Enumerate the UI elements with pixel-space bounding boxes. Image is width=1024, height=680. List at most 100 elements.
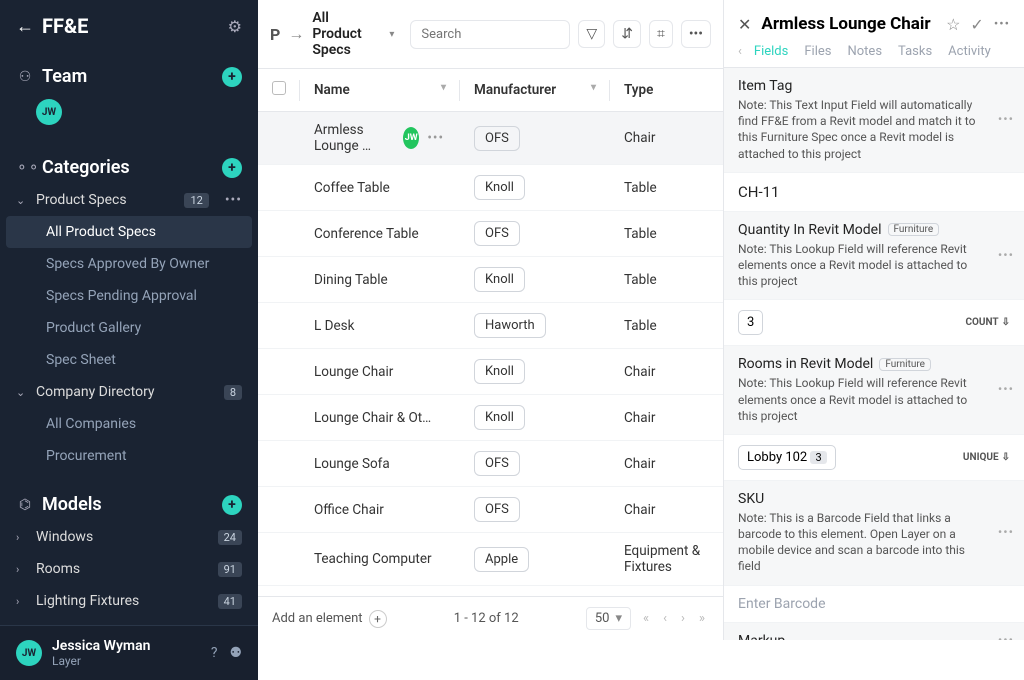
sidebar-item-label: Specs Pending Approval (46, 288, 242, 304)
field-more-button[interactable]: ••• (998, 383, 1014, 398)
manufacturer-pill[interactable]: Apple (474, 547, 529, 572)
breadcrumb[interactable]: All Product Specs (312, 10, 381, 58)
sidebar-item[interactable]: Specs Pending Approval (0, 280, 258, 312)
row-name: L Desk (314, 318, 354, 334)
category-more-button[interactable]: ••• (225, 192, 242, 208)
star-icon[interactable]: ☆ (946, 15, 960, 34)
page-next-button[interactable]: › (677, 609, 689, 628)
page-last-button[interactable]: » (695, 609, 709, 628)
filter-button[interactable]: ▽ (578, 20, 605, 48)
sort-button[interactable]: ⇵ (613, 20, 641, 48)
sidebar-category[interactable]: ⌄ Product Specs 12 ••• (0, 184, 258, 216)
sidebar-model[interactable]: › Lighting Fixtures 41 (0, 585, 258, 617)
field-label: SKU (738, 491, 764, 507)
detail-panel: ✕ Armless Lounge Chair ☆ ✓ ••• FieldsFil… (724, 0, 1024, 640)
team-member-avatar[interactable]: JW (36, 99, 62, 125)
help-icon[interactable]: ? (211, 645, 218, 661)
chevron-down-icon[interactable]: ▾ (389, 29, 394, 40)
col-name[interactable]: Name (314, 82, 350, 98)
sidebar-item-label: Specs Approved By Owner (46, 256, 242, 272)
table-row[interactable]: Armless Lounge … JW••• OFS Chair (258, 112, 723, 165)
field-more-button[interactable]: ••• (998, 633, 1014, 640)
field-more-button[interactable]: ••• (998, 248, 1014, 263)
user-avatar[interactable]: JW (16, 640, 42, 666)
manufacturer-pill[interactable]: OFS (474, 451, 520, 476)
table-row[interactable]: Office Chair OFS Chair (258, 487, 723, 533)
panel-tab[interactable]: Files (804, 44, 831, 59)
back-icon[interactable]: ← (16, 16, 34, 37)
panel-tab[interactable]: Activity (948, 44, 991, 59)
table-row[interactable]: Conference Table OFS Table (258, 211, 723, 257)
add-model-button[interactable]: + (222, 495, 242, 515)
chevron-icon: › (16, 563, 28, 576)
table-row[interactable]: L Desk Haworth Table (258, 303, 723, 349)
table-row[interactable]: Lounge Chair & Ot… Knoll Chair (258, 395, 723, 441)
team-heading[interactable]: Team (42, 66, 214, 87)
add-category-button[interactable]: + (222, 158, 242, 178)
select-all-checkbox[interactable] (272, 81, 286, 95)
panel-tab[interactable]: Fields (754, 44, 788, 59)
field-value-row[interactable]: CH-11 (724, 173, 1024, 212)
models-heading[interactable]: Models (42, 494, 214, 515)
count-badge: 12 (184, 193, 208, 208)
sidebar-item[interactable]: Procurement (0, 440, 258, 472)
check-icon[interactable]: ✓ (970, 15, 983, 34)
profile-icon[interactable]: ⚉ (229, 645, 242, 661)
page-first-button[interactable]: « (639, 609, 653, 628)
group-button[interactable]: ⌗ (649, 20, 673, 48)
sidebar-item[interactable]: Specs Approved By Owner (0, 248, 258, 280)
more-button[interactable]: ••• (681, 20, 711, 48)
sidebar-item[interactable]: Product Gallery (0, 312, 258, 344)
panel-tab[interactable]: Notes (847, 44, 882, 59)
manufacturer-pill[interactable]: OFS (474, 221, 520, 246)
field-header: Quantity In Revit ModelFurniture Note: T… (724, 212, 1024, 301)
model-label: Windows (36, 529, 210, 545)
field-header: SKU Note: This is a Barcode Field that l… (724, 481, 1024, 586)
manufacturer-pill[interactable]: Knoll (474, 405, 525, 430)
category-label: Company Directory (36, 384, 216, 400)
table-row[interactable]: Lounge Sofa OFS Chair (258, 441, 723, 487)
manufacturer-pill[interactable]: OFS (474, 497, 520, 522)
close-icon[interactable]: ✕ (738, 15, 751, 34)
manufacturer-pill[interactable]: Knoll (474, 175, 525, 200)
field-agg-tag[interactable]: COUNT ⇩ (965, 317, 1010, 328)
field-value-row[interactable]: 3COUNT ⇩ (724, 300, 1024, 346)
gear-icon[interactable]: ⚙ (228, 17, 242, 36)
field-note: Note: This Text Input Field will automat… (738, 97, 1010, 162)
count-badge: 91 (218, 562, 242, 577)
panel-tab[interactable]: Tasks (898, 44, 932, 59)
field-more-button[interactable]: ••• (998, 525, 1014, 540)
row-more-button[interactable]: ••• (427, 130, 444, 146)
sidebar-model[interactable]: › Windows 24 (0, 521, 258, 553)
table-row[interactable]: Dining Table Knoll Table (258, 257, 723, 303)
sidebar-item[interactable]: All Companies (0, 408, 258, 440)
sidebar-category[interactable]: ⌄ Company Directory 8 (0, 376, 258, 408)
page-prev-button[interactable]: ‹ (659, 609, 671, 628)
field-value-box: Lobby 102 3 (738, 445, 836, 470)
manufacturer-pill[interactable]: OFS (474, 126, 520, 151)
manufacturer-pill[interactable]: Knoll (474, 359, 525, 384)
col-manufacturer[interactable]: Manufacturer (474, 82, 556, 98)
col-type[interactable]: Type (624, 82, 653, 98)
add-element-button[interactable]: Add an element + (272, 610, 387, 628)
table-row[interactable]: Coffee Table Knoll Table (258, 165, 723, 211)
page-size-select[interactable]: 50 ▾ (586, 607, 631, 630)
search-input[interactable] (410, 20, 570, 49)
sidebar-item[interactable]: All Product Specs (6, 216, 252, 248)
table-row[interactable]: Teaching Table Haworth Table (258, 586, 723, 597)
table-row[interactable]: Teaching Computer Apple Equipment & Fixt… (258, 533, 723, 586)
sidebar-item[interactable]: Spec Sheet (0, 344, 258, 376)
sidebar-model[interactable]: › Rooms 91 (0, 553, 258, 585)
add-team-button[interactable]: + (222, 67, 242, 87)
manufacturer-pill[interactable]: Haworth (474, 313, 546, 338)
categories-heading[interactable]: Categories (42, 157, 214, 178)
row-name: Lounge Sofa (314, 456, 390, 472)
table-row[interactable]: Lounge Chair Knoll Chair (258, 349, 723, 395)
field-value-row[interactable]: Lobby 102 3 UNIQUE ⇩ (724, 435, 1024, 481)
manufacturer-pill[interactable]: Knoll (474, 267, 525, 292)
field-agg-tag[interactable]: UNIQUE ⇩ (963, 452, 1010, 463)
field-more-button[interactable]: ••• (998, 112, 1014, 127)
panel-more-button[interactable]: ••• (994, 17, 1010, 32)
field-value-row[interactable]: Enter Barcode (724, 586, 1024, 623)
project-icon: P (270, 25, 280, 44)
